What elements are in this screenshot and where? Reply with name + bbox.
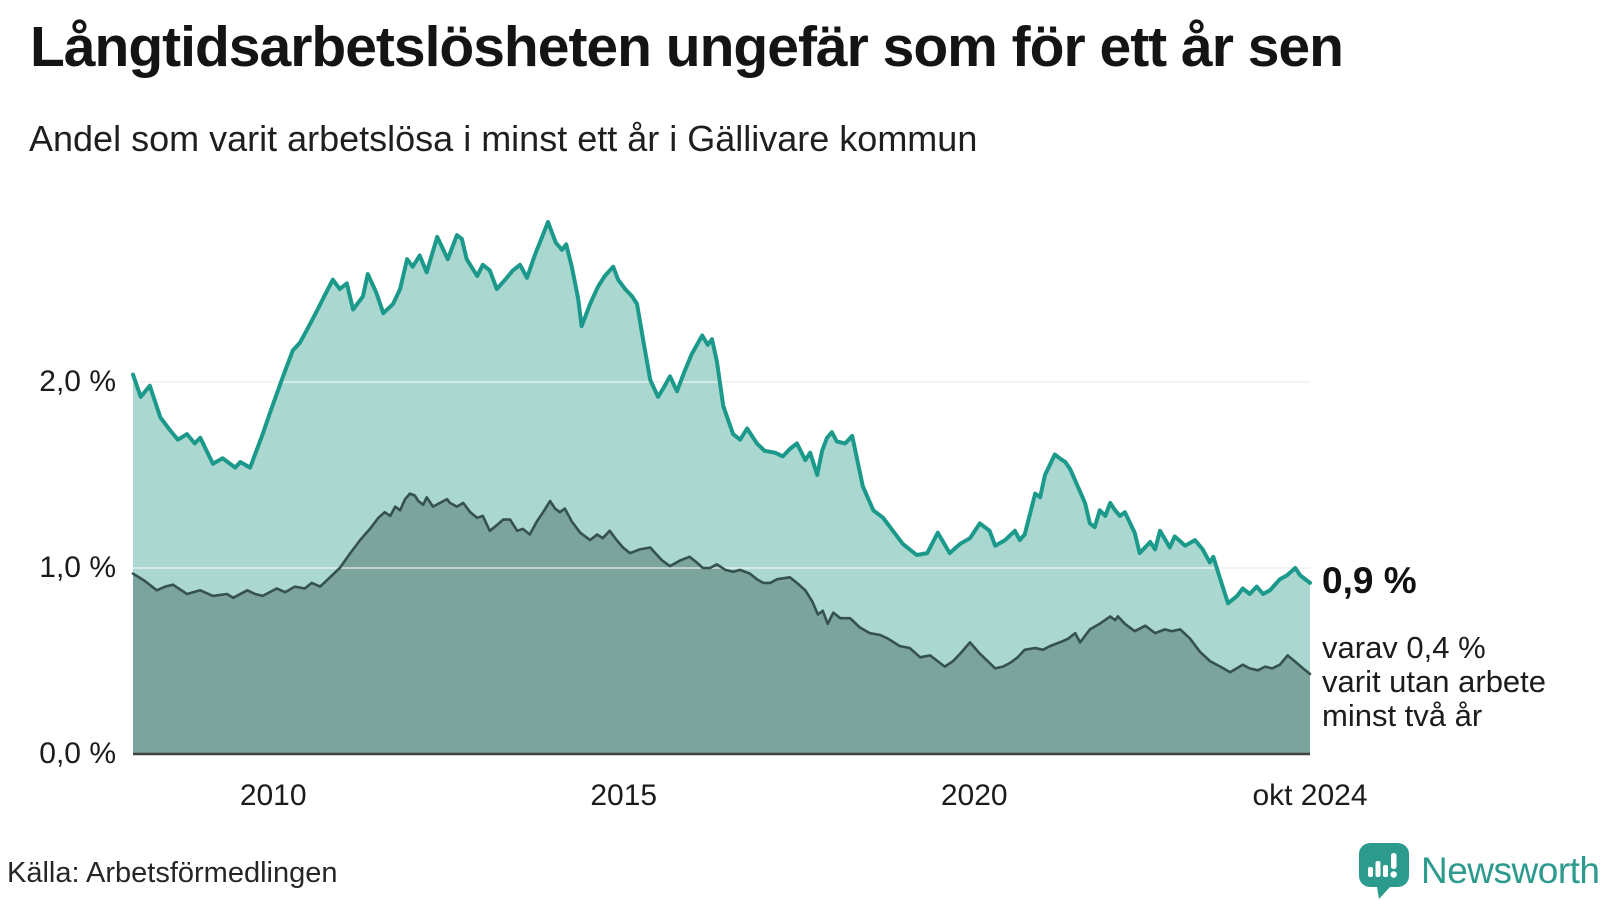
chart-title: Långtidsarbetslösheten ungefär som för e… (30, 15, 1344, 79)
newsworthy-logo: Newsworthy (1358, 843, 1600, 899)
speech-bubble-bar-chart-icon (1359, 843, 1409, 899)
note-line-1: varav 0,4 % (1322, 630, 1486, 665)
latest-value-note: varav 0,4 % varit utan arbete minst två … (1322, 631, 1546, 733)
y-tick-label: 0,0 % (39, 737, 116, 770)
x-tick-label: 2010 (239, 779, 307, 812)
x-tick-label: 2020 (940, 779, 1008, 812)
latest-value-label: 0,9 % (1322, 560, 1417, 601)
x-tick-label: okt 2024 (1252, 779, 1368, 812)
y-tick-label: 1,0 % (39, 551, 116, 584)
brand-name: Newsworthy (1421, 850, 1600, 891)
note-line-2: varit utan arbete (1322, 664, 1547, 699)
note-line-3: minst två år (1322, 698, 1483, 733)
y-tick-label: 2,0 % (39, 365, 116, 398)
x-tick-label: 2015 (590, 779, 658, 812)
chart-subtitle: Andel som varit arbetslösa i minst ett å… (29, 118, 978, 159)
source-label: Källa: Arbetsförmedlingen (7, 857, 338, 889)
